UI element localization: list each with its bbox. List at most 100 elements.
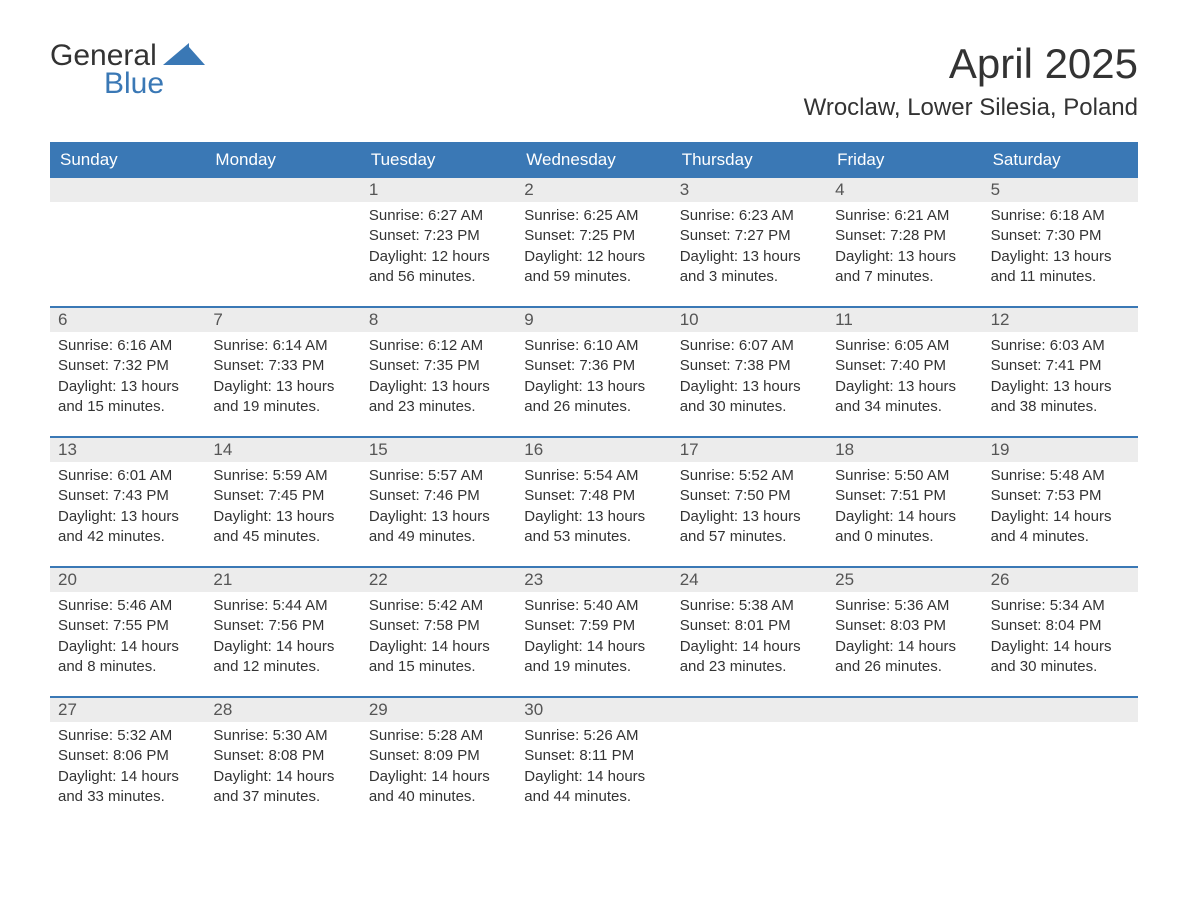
sunrise-text: Sunrise: 5:36 AM [835,596,974,616]
sunset-text: Sunset: 8:11 PM [524,746,663,766]
day2-text: and 59 minutes. [524,267,663,287]
date-number: 28 [205,698,360,722]
cell-body: Sunrise: 6:07 AMSunset: 7:38 PMDaylight:… [672,332,827,427]
sunrise-text: Sunrise: 6:05 AM [835,336,974,356]
calendar-cell: 21Sunrise: 5:44 AMSunset: 7:56 PMDayligh… [205,568,360,696]
date-number: 13 [50,438,205,462]
sunrise-text: Sunrise: 5:54 AM [524,466,663,486]
day1-text: Daylight: 14 hours [213,637,352,657]
date-number: 12 [983,308,1138,332]
day2-text: and 0 minutes. [835,527,974,547]
sunrise-text: Sunrise: 6:16 AM [58,336,197,356]
dow-sunday: Sunday [50,142,205,178]
calendar-cell: 7Sunrise: 6:14 AMSunset: 7:33 PMDaylight… [205,308,360,436]
date-number [672,698,827,722]
dow-wednesday: Wednesday [516,142,671,178]
date-number: 6 [50,308,205,332]
day2-text: and 53 minutes. [524,527,663,547]
cell-body: Sunrise: 5:28 AMSunset: 8:09 PMDaylight:… [361,722,516,817]
day1-text: Daylight: 13 hours [991,247,1130,267]
sunrise-text: Sunrise: 6:07 AM [680,336,819,356]
sunrise-text: Sunrise: 6:25 AM [524,206,663,226]
calendar-cell: 8Sunrise: 6:12 AMSunset: 7:35 PMDaylight… [361,308,516,436]
day2-text: and 37 minutes. [213,787,352,807]
sunset-text: Sunset: 7:43 PM [58,486,197,506]
day1-text: Daylight: 13 hours [369,377,508,397]
day1-text: Daylight: 13 hours [680,377,819,397]
sunrise-text: Sunrise: 5:52 AM [680,466,819,486]
day2-text: and 30 minutes. [991,657,1130,677]
cell-body: Sunrise: 6:14 AMSunset: 7:33 PMDaylight:… [205,332,360,427]
sunrise-text: Sunrise: 6:03 AM [991,336,1130,356]
date-number: 3 [672,178,827,202]
calendar-cell: 1Sunrise: 6:27 AMSunset: 7:23 PMDaylight… [361,178,516,306]
calendar: Sunday Monday Tuesday Wednesday Thursday… [50,142,1138,826]
calendar-week: 6Sunrise: 6:16 AMSunset: 7:32 PMDaylight… [50,306,1138,436]
day2-text: and 4 minutes. [991,527,1130,547]
sunset-text: Sunset: 7:50 PM [680,486,819,506]
day1-text: Daylight: 13 hours [213,507,352,527]
sunset-text: Sunset: 7:23 PM [369,226,508,246]
calendar-cell: 17Sunrise: 5:52 AMSunset: 7:50 PMDayligh… [672,438,827,566]
logo: General Blue [50,40,205,99]
cell-body: Sunrise: 6:25 AMSunset: 7:25 PMDaylight:… [516,202,671,297]
cell-body: Sunrise: 5:57 AMSunset: 7:46 PMDaylight:… [361,462,516,557]
day1-text: Daylight: 14 hours [991,637,1130,657]
day1-text: Daylight: 13 hours [369,507,508,527]
calendar-cell: 20Sunrise: 5:46 AMSunset: 7:55 PMDayligh… [50,568,205,696]
sunrise-text: Sunrise: 6:27 AM [369,206,508,226]
cell-body: Sunrise: 5:52 AMSunset: 7:50 PMDaylight:… [672,462,827,557]
day1-text: Daylight: 14 hours [524,767,663,787]
sunset-text: Sunset: 7:55 PM [58,616,197,636]
date-number: 26 [983,568,1138,592]
date-number: 14 [205,438,360,462]
day1-text: Daylight: 14 hours [369,767,508,787]
title-block: April 2025 Wroclaw, Lower Silesia, Polan… [804,40,1138,122]
logo-word-2: Blue [50,68,205,100]
sunset-text: Sunset: 7:45 PM [213,486,352,506]
calendar-cell: 9Sunrise: 6:10 AMSunset: 7:36 PMDaylight… [516,308,671,436]
date-number [827,698,982,722]
calendar-cell: 24Sunrise: 5:38 AMSunset: 8:01 PMDayligh… [672,568,827,696]
dow-saturday: Saturday [983,142,1138,178]
calendar-cell: 29Sunrise: 5:28 AMSunset: 8:09 PMDayligh… [361,698,516,826]
calendar-cell: 22Sunrise: 5:42 AMSunset: 7:58 PMDayligh… [361,568,516,696]
day2-text: and 40 minutes. [369,787,508,807]
sunrise-text: Sunrise: 6:12 AM [369,336,508,356]
dow-monday: Monday [205,142,360,178]
date-number: 19 [983,438,1138,462]
sunset-text: Sunset: 8:09 PM [369,746,508,766]
date-number: 10 [672,308,827,332]
calendar-week: 1Sunrise: 6:27 AMSunset: 7:23 PMDaylight… [50,178,1138,306]
calendar-cell: 14Sunrise: 5:59 AMSunset: 7:45 PMDayligh… [205,438,360,566]
date-number: 9 [516,308,671,332]
day2-text: and 23 minutes. [369,397,508,417]
sunset-text: Sunset: 7:33 PM [213,356,352,376]
day2-text: and 23 minutes. [680,657,819,677]
date-number: 5 [983,178,1138,202]
day2-text: and 34 minutes. [835,397,974,417]
day1-text: Daylight: 13 hours [58,507,197,527]
day1-text: Daylight: 14 hours [835,507,974,527]
sunrise-text: Sunrise: 6:10 AM [524,336,663,356]
calendar-cell: 16Sunrise: 5:54 AMSunset: 7:48 PMDayligh… [516,438,671,566]
cell-body: Sunrise: 5:48 AMSunset: 7:53 PMDaylight:… [983,462,1138,557]
date-number: 11 [827,308,982,332]
cell-body: Sunrise: 5:30 AMSunset: 8:08 PMDaylight:… [205,722,360,817]
sunset-text: Sunset: 7:53 PM [991,486,1130,506]
calendar-cell: 2Sunrise: 6:25 AMSunset: 7:25 PMDaylight… [516,178,671,306]
date-number: 16 [516,438,671,462]
day2-text: and 3 minutes. [680,267,819,287]
sunset-text: Sunset: 7:38 PM [680,356,819,376]
sunset-text: Sunset: 8:01 PM [680,616,819,636]
date-number: 25 [827,568,982,592]
cell-body: Sunrise: 6:27 AMSunset: 7:23 PMDaylight:… [361,202,516,297]
day2-text: and 19 minutes. [524,657,663,677]
sunset-text: Sunset: 7:51 PM [835,486,974,506]
calendar-cell [672,698,827,826]
date-number: 17 [672,438,827,462]
cell-body: Sunrise: 5:59 AMSunset: 7:45 PMDaylight:… [205,462,360,557]
calendar-cell: 28Sunrise: 5:30 AMSunset: 8:08 PMDayligh… [205,698,360,826]
sunset-text: Sunset: 8:04 PM [991,616,1130,636]
sunrise-text: Sunrise: 5:57 AM [369,466,508,486]
